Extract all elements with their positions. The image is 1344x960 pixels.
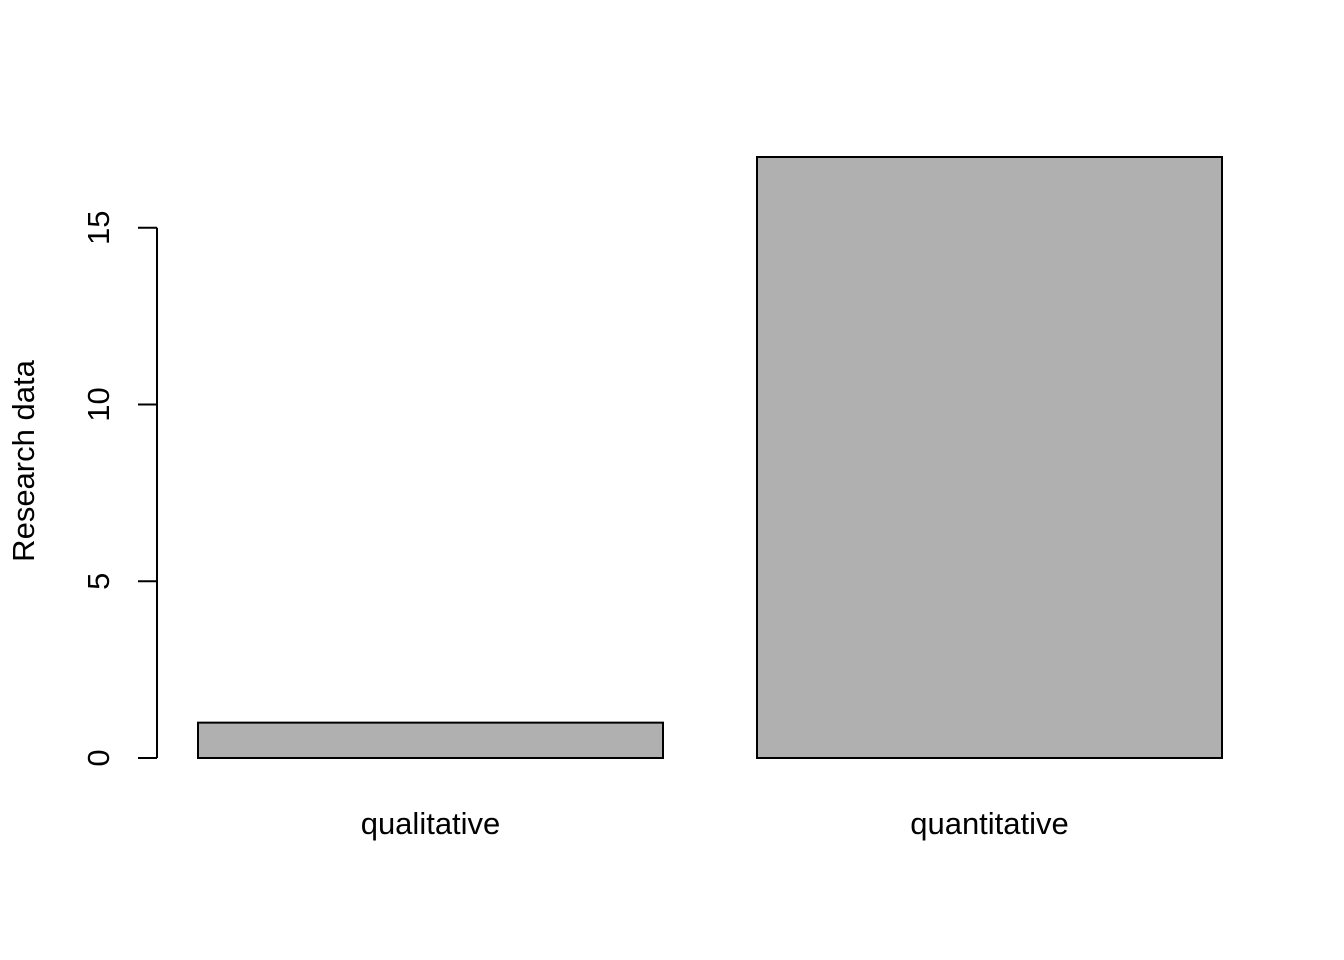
y-tick-label: 15	[81, 210, 116, 244]
x-axis-labels: qualitative quantitative	[361, 806, 1069, 841]
x-category-label: quantitative	[910, 806, 1069, 841]
bar-quantitative	[756, 156, 1223, 759]
y-tick-label: 0	[81, 749, 116, 766]
x-category-label: qualitative	[361, 806, 501, 841]
y-axis-title: Research data	[6, 359, 41, 561]
bar-qualitative	[197, 721, 664, 759]
bars-group	[197, 156, 1223, 759]
y-tick-label: 10	[81, 387, 116, 421]
y-tick-label: 5	[81, 573, 116, 590]
y-axis: 0 5 10 15	[81, 210, 158, 767]
